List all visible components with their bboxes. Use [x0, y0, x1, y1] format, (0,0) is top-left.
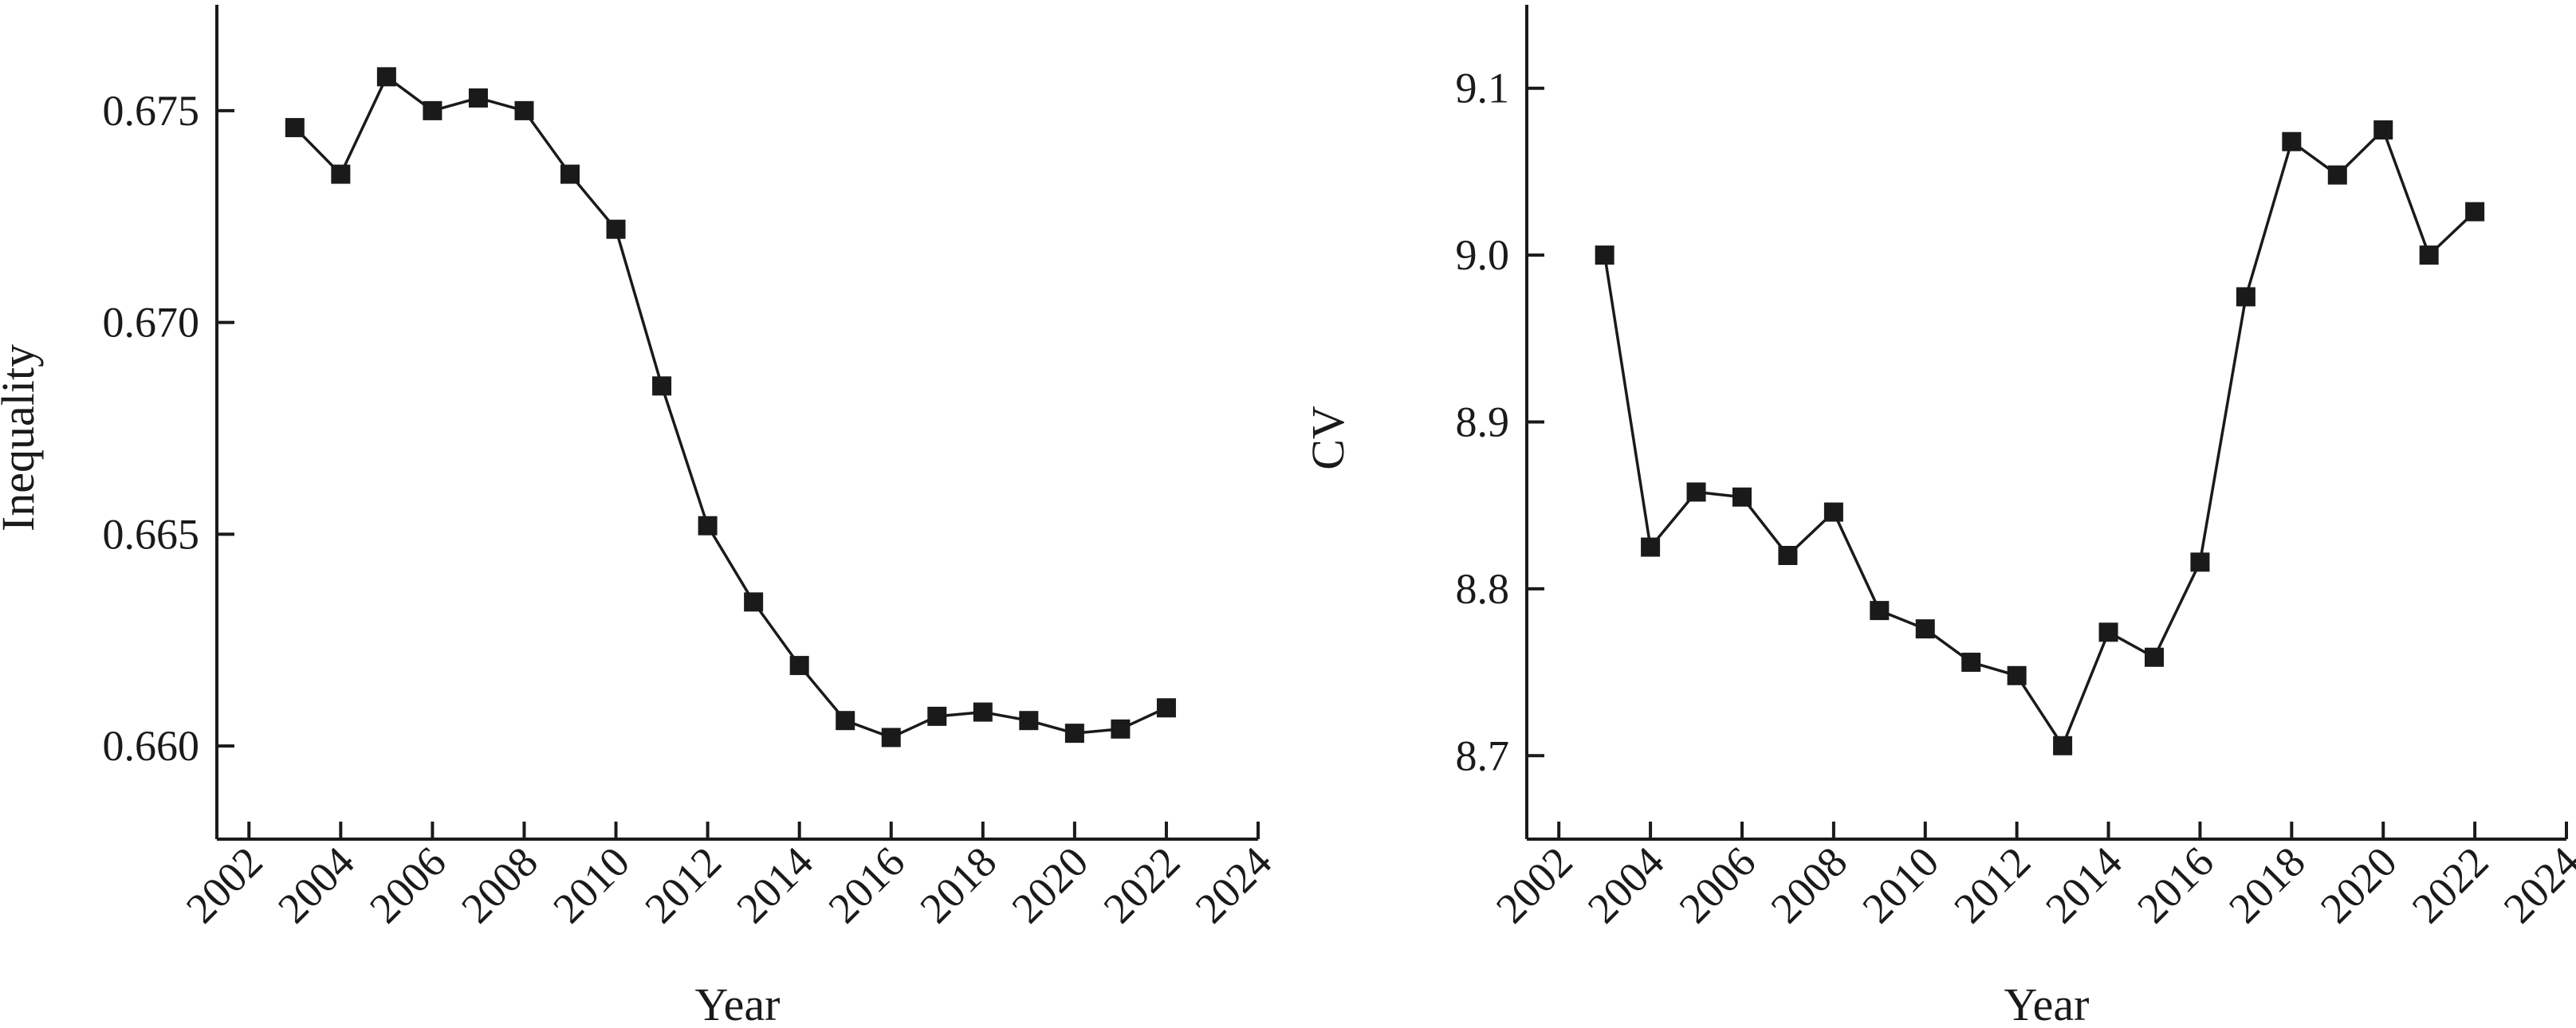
right-x-tick-label: 2024 [2495, 838, 2576, 932]
right-data-point [2236, 287, 2255, 307]
right-data-point [2419, 245, 2439, 265]
right-y-tick-label: 9.1 [1456, 65, 1510, 112]
left-x-tick-label: 2002 [177, 838, 272, 932]
right-data-point [2007, 665, 2027, 685]
left-data-point [468, 88, 488, 108]
right-x-tick-label: 2010 [1853, 838, 1948, 932]
left-data-point [376, 67, 396, 87]
left-x-tick-label: 2024 [1186, 838, 1281, 932]
left-x-axis-title: Year [695, 979, 781, 1024]
left-y-tick-label: 0.665 [103, 510, 200, 558]
right-data-point [1778, 546, 1798, 566]
left-x-tick-label: 2004 [269, 838, 364, 932]
right-data-point [2144, 647, 2164, 667]
right-series-line [1603, 127, 2476, 749]
right-x-tick-label: 2016 [2128, 838, 2223, 932]
right-panel: 8.78.88.99.09.12002200420062008201020122… [1302, 5, 2576, 1028]
right-data-point [2282, 131, 2302, 151]
right-data-point [1823, 502, 1843, 522]
right-x-tick-label: 2012 [1945, 838, 2039, 932]
left-y-axis-title: Inequality [0, 344, 44, 532]
right-x-tick-label: 2020 [2311, 838, 2406, 932]
right-data-point [1732, 487, 1752, 507]
left-x-tick-label: 2012 [635, 838, 730, 932]
left-x-tick-label: 2022 [1095, 838, 1190, 932]
right-x-tick-label: 2018 [2220, 838, 2314, 932]
right-data-point [1870, 601, 1890, 621]
right-x-tick-label: 2006 [1670, 838, 1765, 932]
right-data-point [2098, 622, 2118, 642]
left-data-point [560, 164, 580, 184]
left-data-point [744, 592, 764, 612]
left-data-point [881, 728, 901, 747]
left-data-point [652, 376, 672, 396]
right-y-axis-title: CV [1302, 406, 1354, 470]
right-x-tick-label: 2008 [1762, 838, 1857, 932]
right-data-point [2053, 736, 2073, 755]
left-data-point [698, 516, 718, 536]
left-x-tick-label: 2014 [727, 838, 822, 932]
left-data-point [423, 100, 442, 120]
right-y-tick-label: 8.7 [1456, 732, 1510, 779]
left-y-tick-label: 0.670 [103, 299, 200, 347]
left-y-tick-label: 0.660 [103, 722, 200, 770]
right-x-tick-label: 2002 [1487, 838, 1582, 932]
right-x-tick-label: 2004 [1579, 838, 1673, 932]
left-data-point [836, 711, 855, 731]
left-data-point [927, 706, 947, 726]
left-y-tick-label: 0.675 [103, 87, 200, 135]
left-data-point [1111, 719, 1131, 739]
left-x-tick-label: 2008 [452, 838, 547, 932]
right-data-point [2190, 552, 2210, 572]
left-data-point [1156, 698, 1176, 718]
left-data-point [331, 164, 351, 184]
right-y-tick-label: 8.9 [1456, 398, 1510, 446]
right-data-point [1961, 653, 1981, 673]
left-data-point [1019, 711, 1039, 731]
right-x-axis-title: Year [2004, 979, 2090, 1024]
right-data-point [1595, 245, 1614, 265]
right-y-tick-label: 9.0 [1456, 231, 1510, 279]
left-x-tick-label: 2006 [360, 838, 455, 932]
right-data-point [1915, 619, 1935, 639]
right-data-point [1686, 482, 1706, 502]
left-data-point [973, 702, 993, 722]
right-data-point [1641, 537, 1661, 557]
left-data-point [285, 118, 305, 138]
right-x-tick-label: 2022 [2403, 838, 2498, 932]
left-data-point [514, 100, 534, 120]
left-x-tick-label: 2010 [544, 838, 639, 932]
right-data-point [2465, 202, 2485, 222]
right-x-tick-label: 2014 [2036, 838, 2131, 932]
right-data-point [2327, 165, 2347, 185]
left-x-tick-label: 2020 [1003, 838, 1098, 932]
left-panel: 0.660 0.665 0.670 0.675 20022004200620082010… [0, 5, 1281, 1028]
left-data-point [789, 656, 809, 676]
right-data-point [2373, 120, 2393, 140]
left-x-tick-label: 2016 [819, 838, 914, 932]
left-series-line [293, 74, 1167, 740]
left-data-point [1064, 724, 1084, 744]
left-data-point [606, 219, 626, 239]
right-y-tick-label: 8.8 [1456, 565, 1510, 613]
left-x-tick-label: 2018 [910, 838, 1005, 932]
